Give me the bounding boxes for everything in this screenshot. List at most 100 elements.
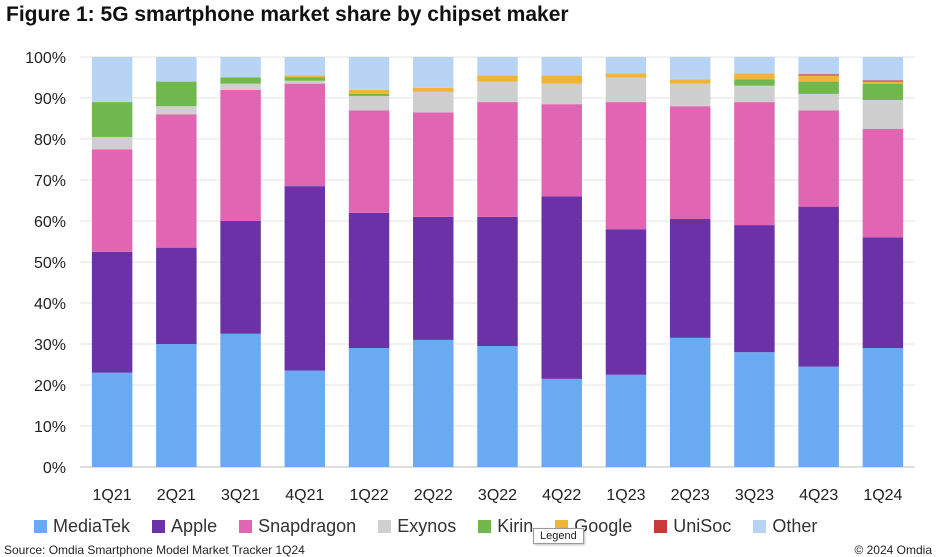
bar-stack-1q23 [605,57,647,467]
bar-segment-exynos [862,100,904,129]
bar-segment-exynos [734,85,775,103]
legend-swatch [34,519,47,533]
legend: MediaTek Apple Snapdragon Exynos Kirin Google… [34,514,934,538]
bar-segment-exynos [541,83,582,105]
x-tick-label: 2Q23 [671,487,710,504]
bar-segment-apple [413,216,454,340]
bar-segment-mediatek [156,344,197,467]
bar-segment-mediatek [798,366,839,467]
bar-stack-2q23 [669,57,711,467]
bar-segment-mediatek [91,372,133,467]
bar-stack-1q24 [862,57,904,467]
bar-segment-google [348,89,390,94]
bar-segment-apple [284,186,326,371]
bar-segment-mediatek [284,370,326,467]
legend-label: Other [772,515,818,536]
x-tick-label: 1Q22 [349,487,388,504]
bar-segment-other [413,57,454,88]
x-tick-label: 3Q23 [735,487,774,504]
bar-segment-apple [156,247,197,344]
legend-item-kirin: Kirin [478,516,533,537]
x-tick-label: 4Q22 [542,487,581,504]
bar-segment-other [91,57,133,103]
bar-segment-apple [477,216,518,347]
bar-segment-mediatek [669,337,711,467]
x-tick-label: 2Q22 [414,487,453,504]
bar-segment-kirin [734,79,775,86]
bar-stack-2q22 [413,57,454,467]
legend-label: Apple [171,515,218,536]
bar-stack-4q23 [798,57,839,467]
bar-segment-kirin [220,77,261,84]
bar-segment-google [284,75,326,78]
x-tick-label: 3Q21 [221,487,260,504]
bar-segment-apple [541,196,582,379]
bar-segment-exynos [477,81,518,103]
x-axis-ticks: 1Q21 2Q21 3Q21 4Q21 1Q22 2Q22 3Q22 4Q22 1Q23 2Q23… [93,487,903,504]
y-tick-label: 60% [34,214,66,231]
bar-segment-snapdragon [284,83,326,187]
legend-swatch [378,519,392,533]
bar-segment-snapdragon [91,149,133,252]
bar-segment-other [348,57,390,90]
x-tick-label: 2Q21 [157,487,196,504]
bar-segment-snapdragon [862,128,904,238]
legend-swatch [239,519,253,533]
bar-segment-exynos [220,83,261,90]
legend-swatch [152,519,166,533]
y-tick-label: 50% [34,255,66,272]
bar-segment-kirin [348,93,390,96]
legend-swatch [753,519,767,533]
bar-segment-snapdragon [669,106,711,219]
bar-segment-apple [220,221,261,334]
bar-segment-mediatek [220,333,261,467]
bar-segment-exynos [156,106,197,115]
bar-segment-google [734,73,775,80]
bar-segment-apple [605,229,647,375]
bar-segment-exynos [605,77,647,103]
legend-label: Exynos [397,515,457,536]
bar-segment-apple [798,206,839,367]
legend-tooltip: Legend [533,528,584,544]
bar-segment-snapdragon [413,112,454,217]
source-note: Source: Omdia Smartphone Model Market Tr… [4,543,305,557]
bar-segment-apple [91,251,133,373]
bar-segment-exynos [413,91,454,113]
legend-item-other: Other [753,516,817,537]
bar-segment-mediatek [541,378,582,467]
y-tick-label: 10% [34,419,66,436]
y-tick-label: 30% [34,337,66,354]
bar-segment-kirin [156,81,197,107]
stacked-bar-chart: 0% 10% 20% 30% 40% 50% 60% 70% 80% 90% 100% 1Q21 2Q… [25,50,915,504]
chart-title: Figure 1: 5G smartphone market share by … [6,3,569,26]
bar-segment-unisoc [862,80,904,82]
legend-item-exynos: Exynos [378,516,456,537]
bar-stack-3q22 [477,57,518,467]
bar-segment-exynos [284,80,326,84]
y-axis-ticks: 0% 10% 20% 30% 40% 50% 60% 70% 80% 90% 100% [25,50,66,477]
bar-segment-apple [348,212,390,349]
bar-segment-kirin [862,83,904,101]
bar-segment-mediatek [862,348,904,467]
bar-segment-snapdragon [734,102,775,226]
bar-segment-other [220,57,261,78]
bar-stack-3q23 [734,57,775,467]
bar-segment-mediatek [605,374,647,467]
bar-segment-apple [669,218,711,338]
bar-segment-unisoc [798,74,839,76]
bar-segment-google [541,75,582,84]
copyright-note: © 2024 Omdia [854,543,932,557]
legend-item-snapdragon: Snapdragon [239,516,356,537]
bar-segment-mediatek [734,352,775,467]
legend-item-apple: Apple [152,516,217,537]
bar-stack-4q22 [541,57,582,467]
bar-stack-4q21 [284,57,326,467]
bar-segment-google [477,75,518,82]
bar-segment-exynos [669,83,711,107]
bar-segment-snapdragon [605,102,647,230]
bar-segment-apple [862,237,904,349]
bar-segment-other [284,57,326,76]
y-tick-label: 20% [34,378,66,395]
bar-segment-google [669,79,711,84]
x-tick-label: 4Q23 [799,487,838,504]
